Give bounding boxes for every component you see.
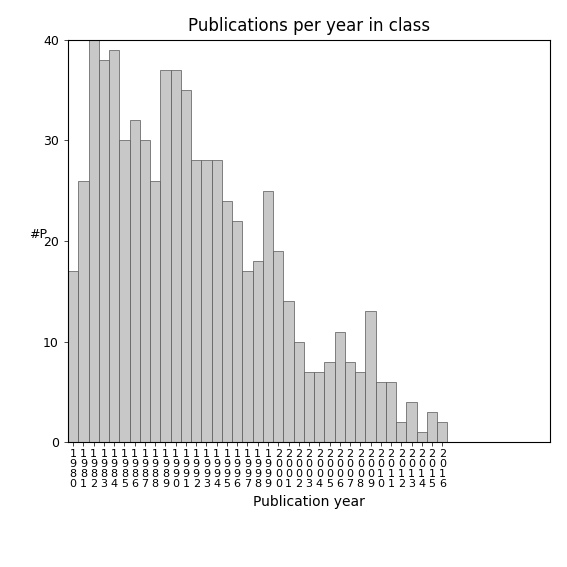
- Bar: [171, 70, 181, 442]
- Bar: [355, 372, 365, 442]
- Bar: [232, 221, 242, 442]
- Bar: [78, 180, 88, 442]
- Bar: [181, 90, 191, 442]
- Title: Publications per year in class: Publications per year in class: [188, 18, 430, 35]
- Bar: [263, 191, 273, 442]
- Bar: [211, 160, 222, 442]
- Bar: [253, 261, 263, 442]
- Bar: [335, 332, 345, 442]
- X-axis label: Publication year: Publication year: [253, 495, 365, 509]
- Bar: [417, 432, 427, 442]
- Bar: [386, 382, 396, 442]
- Bar: [201, 160, 211, 442]
- Bar: [109, 50, 119, 442]
- Bar: [376, 382, 386, 442]
- Bar: [140, 141, 150, 442]
- Bar: [314, 372, 324, 442]
- Bar: [88, 40, 99, 442]
- Bar: [130, 120, 140, 442]
- Bar: [365, 311, 376, 442]
- Bar: [324, 362, 335, 442]
- Bar: [119, 141, 130, 442]
- Bar: [294, 341, 304, 442]
- Bar: [427, 412, 437, 442]
- Bar: [160, 70, 171, 442]
- Bar: [222, 201, 232, 442]
- Bar: [345, 362, 355, 442]
- Bar: [68, 271, 78, 442]
- Bar: [437, 422, 447, 442]
- Bar: [273, 251, 284, 442]
- Bar: [191, 160, 201, 442]
- Bar: [284, 302, 294, 442]
- Bar: [150, 180, 160, 442]
- Bar: [242, 271, 253, 442]
- Bar: [304, 372, 314, 442]
- Bar: [396, 422, 407, 442]
- Bar: [99, 60, 109, 442]
- Y-axis label: #P: #P: [28, 228, 46, 241]
- Bar: [407, 402, 417, 442]
